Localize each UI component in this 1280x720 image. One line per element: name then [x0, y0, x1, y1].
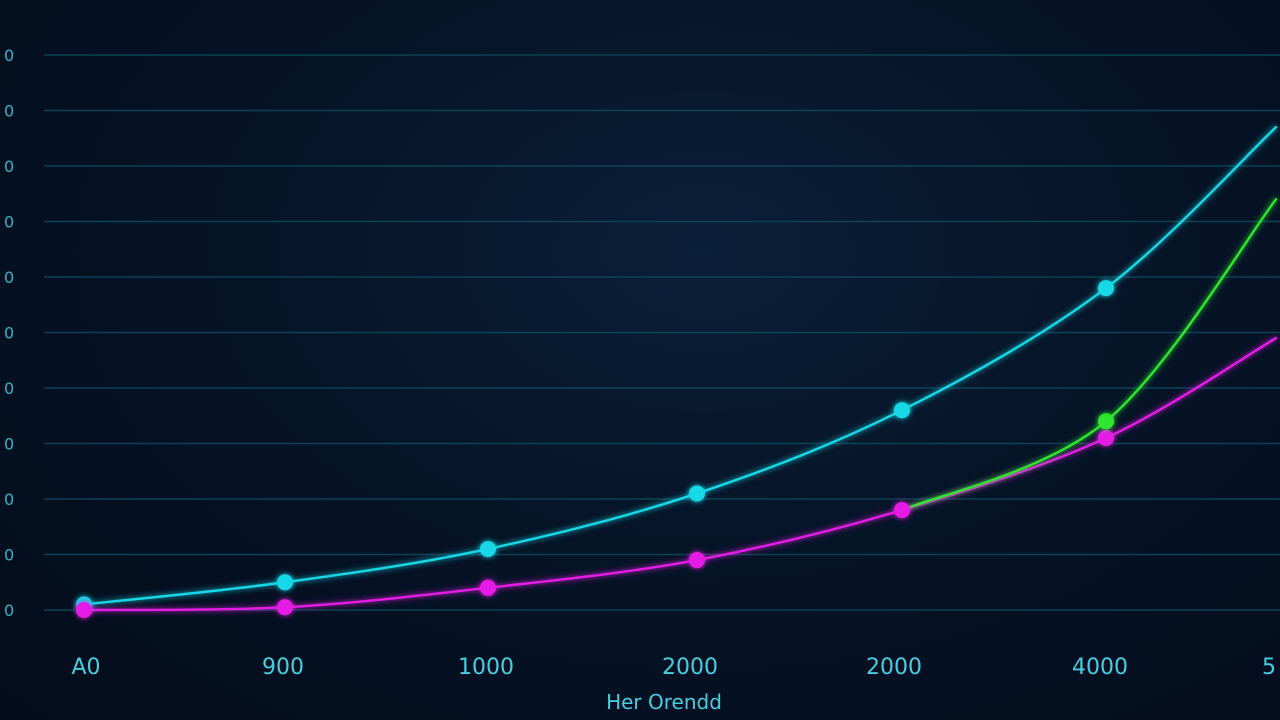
y-tick-label: 0 [4, 268, 14, 287]
magenta-series-point [480, 579, 496, 596]
y-tick-label: 0 [4, 546, 14, 565]
x-tick-label: 4000 [1072, 655, 1128, 680]
y-axis-tick-labels: 0 0 0 0 0 0 0 0 0 0 0 [4, 46, 14, 620]
x-tick-label: 1000 [458, 655, 514, 680]
y-tick-label: 0 [4, 324, 14, 343]
x-tick-label: 900 [262, 655, 304, 680]
cyan-series-point [277, 574, 293, 591]
x-tick-label: A0 [71, 655, 100, 680]
magenta-series-point [689, 552, 705, 569]
magenta-series-point [277, 599, 293, 616]
x-axis-tick-labels: A0 900 1000 2000 2000 4000 5 [71, 655, 1276, 680]
magenta-series-line [82, 336, 1278, 612]
y-tick-label: 0 [4, 46, 14, 65]
y-tick-label: 0 [4, 157, 14, 176]
cyan-series-point [894, 402, 910, 419]
y-tick-label: 0 [4, 213, 14, 232]
magenta-series-point [894, 502, 910, 519]
series-markers [76, 280, 1114, 618]
x-tick-label: 2000 [866, 655, 922, 680]
y-tick-label: 0 [4, 601, 14, 620]
series-lines [82, 125, 1278, 612]
magenta-series-point [76, 602, 92, 618]
gridlines [44, 54, 1280, 611]
cyan-series-point [1098, 280, 1114, 297]
cyan-series-line [82, 125, 1278, 606]
y-tick-label: 0 [4, 379, 14, 398]
cyan-series-point [689, 485, 705, 502]
magenta-series-point [1098, 429, 1114, 446]
cyan-series-point [480, 540, 496, 557]
y-tick-label: 0 [4, 435, 14, 454]
y-tick-label: 0 [4, 102, 14, 121]
green-series-point [1098, 413, 1114, 430]
y-tick-label: 0 [4, 490, 14, 509]
green-series-line [900, 198, 1278, 512]
x-axis-title: Her Orendd [606, 690, 722, 714]
x-tick-label: 5 [1262, 655, 1276, 680]
x-tick-label: 2000 [662, 655, 718, 680]
